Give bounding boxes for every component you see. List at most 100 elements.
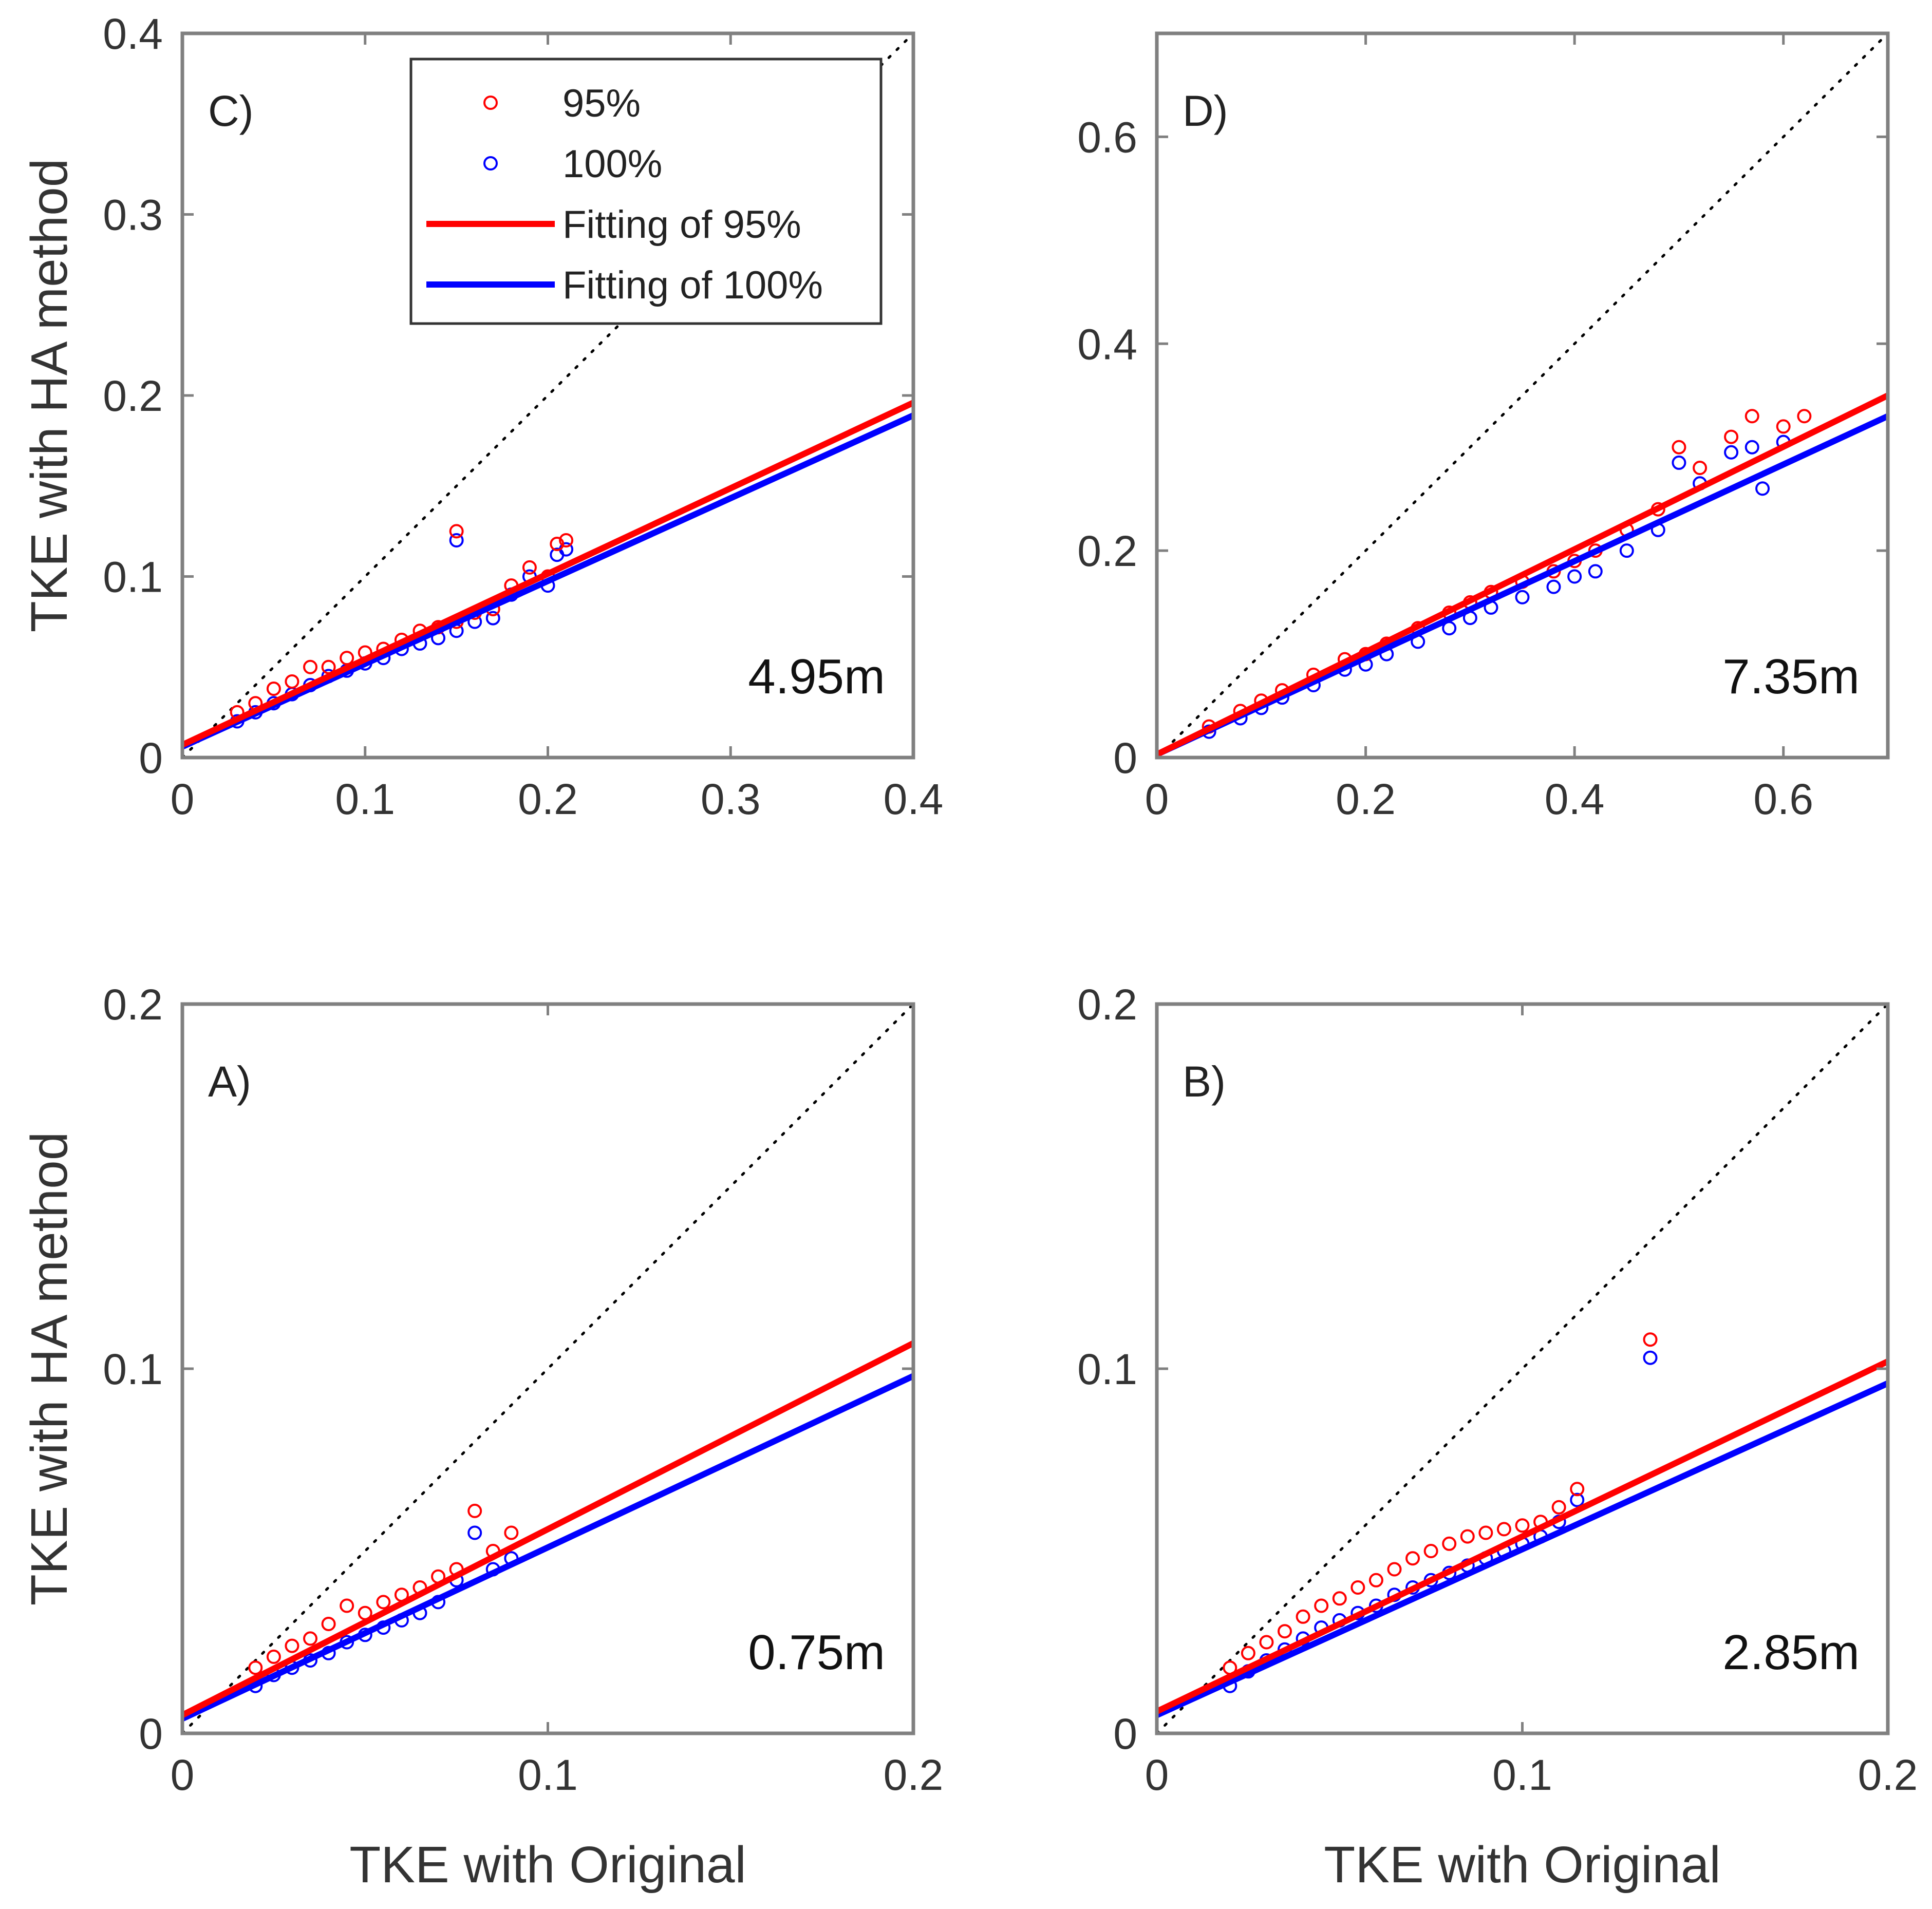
x-tick-label: 0.3 [701,775,761,823]
point-95 [1551,1500,1566,1515]
y-tick-label: 0.4 [103,10,163,58]
y-tick-label: 0.3 [103,191,163,239]
point-95 [1423,1544,1438,1558]
x-tick-label: 0.2 [1336,775,1396,823]
height-label: 2.85m [1722,1625,1860,1680]
y-tick-label: 0.2 [1077,527,1137,575]
x-tick-label: 0 [171,775,195,823]
legend: 95% 100% Fitting of 95% Fitting of 100% [409,58,883,325]
y-tick-label: 0 [1113,1710,1137,1758]
point-95 [1442,1536,1457,1551]
x-tick-label: 0.2 [884,1751,944,1799]
panel-B: 0 0.1 0.2 0 0.1 0.2 B) 2.85m TKE with Original [1077,980,1918,1894]
legend-label: 100% [562,142,662,186]
point-100 [1515,590,1530,604]
identity-line [1157,1004,1888,1733]
point-95 [1241,1646,1255,1660]
point-95 [1643,1332,1658,1347]
point-95 [376,1595,391,1610]
y-tick-label: 0.4 [1077,320,1137,368]
point-95 [1724,429,1739,444]
x-tick-label: 0.2 [1858,1751,1918,1799]
point-100 [1570,1492,1585,1507]
x-tick-label: 0 [171,1751,195,1799]
legend-label: Fitting of 100% [562,263,823,307]
y-tick-label: 0 [139,1710,163,1758]
panel-D: 0 0.2 0.4 0.6 0 0.2 0.4 0.6 D) 7.35m [1077,31,1890,823]
axes-frame [1155,31,1890,760]
identity-line [182,1004,913,1733]
y-axis-label: TKE with HA method [21,1132,78,1606]
point-95 [1278,1624,1292,1639]
fit-line-100 [1157,413,1888,758]
point-95 [340,1598,354,1613]
plot-content [182,33,913,758]
fit-line-95 [1157,1358,1888,1714]
point-95 [550,537,565,552]
fit-line-100 [182,412,913,750]
legend-entry: Fitting of 95% [426,203,801,247]
point-95 [340,651,354,666]
point-95 [303,659,318,674]
point-95 [321,1617,336,1631]
point-95 [248,1660,263,1675]
fit-line-100 [182,1373,913,1722]
point-100 [485,611,500,626]
point-95 [1350,1580,1365,1595]
plot-area [1157,1004,1888,1733]
point-100 [467,1525,482,1540]
x-tick-label: 0 [1145,775,1169,823]
fit-line-100 [1157,1380,1888,1718]
height-label: 0.75m [748,1625,885,1680]
point-95 [1405,1551,1420,1566]
legend-entry: Fitting of 100% [426,263,823,307]
y-tick-label: 0.2 [1077,980,1137,1029]
point-100 [1567,569,1582,584]
y-tick-label: 0 [139,734,163,782]
point-100 [1755,481,1770,496]
point-95 [1515,1518,1530,1533]
y-tick-label: 0 [1113,734,1137,782]
point-95 [1259,1635,1274,1650]
y-tick-label: 0.1 [103,1345,163,1393]
point-100 [1724,445,1739,460]
point-95 [504,1525,519,1540]
point-95 [1776,419,1791,434]
point-95 [522,560,537,575]
point-95 [559,533,574,547]
y-tick-label: 0.1 [1077,1345,1137,1393]
x-tick-label: 0.2 [518,775,578,823]
height-label: 7.35m [1722,649,1860,704]
y-tick-label: 0.6 [1077,113,1137,161]
panel-label: C) [208,87,254,135]
plot-content [1157,1004,1888,1733]
point-95 [1672,440,1686,455]
point-95 [1460,1529,1475,1544]
point-95 [1296,1609,1310,1624]
plot-content [182,1004,913,1733]
legend-label: 95% [562,82,641,125]
point-95 [1745,409,1759,424]
identity-line [182,33,913,758]
point-100 [449,533,464,547]
panel-A: 0 0.1 0.2 0 0.1 0.2 A) 0.75m TKE with Original TK… [21,980,943,1894]
panel-label: B) [1183,1057,1226,1106]
legend-box [409,58,883,325]
point-100 [1619,543,1634,558]
point-95 [266,682,281,696]
identity-line [1157,33,1888,758]
legend-marker [483,96,498,110]
panels: 0 0.1 0.2 0.3 0.4 0 0.1 0.2 0.3 0.4 C) 4.95m TKE wit… [21,10,1918,1894]
legend-marker [483,156,498,171]
x-axis-label: TKE with Original [349,1836,746,1894]
fit-line-95 [182,400,913,748]
fit-line-95 [1157,392,1888,758]
point-100 [1588,564,1603,579]
plot-content [1157,33,1888,758]
y-tick-label: 0.2 [103,980,163,1029]
point-100 [1745,440,1759,455]
point-95 [285,674,299,689]
point-95 [1332,1591,1347,1606]
x-tick-label: 0.1 [518,1751,578,1799]
